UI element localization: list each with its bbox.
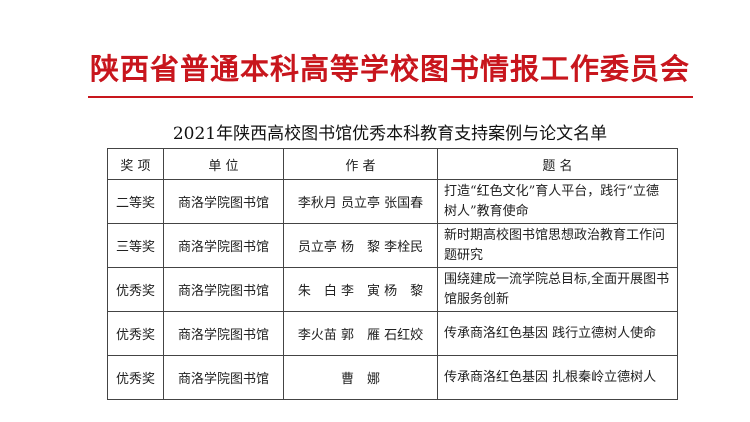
unit-cell: 商洛学院图书馆 — [163, 179, 284, 224]
unit-cell: 商洛学院图书馆 — [163, 311, 284, 356]
award-table: 奖 项 单 位 作 者 题 名 二等奖 商洛学院图书馆 李秋月 员立亭 张国春 … — [107, 148, 678, 400]
unit-cell: 商洛学院图书馆 — [163, 267, 284, 312]
title-cell: 传承商洛红色基因 践行立德树人使命 — [437, 311, 678, 356]
header-authors: 作 者 — [283, 148, 438, 180]
award-cell: 优秀奖 — [107, 355, 164, 400]
authors-cell: 曹 娜 — [283, 355, 438, 400]
header-title: 题 名 — [437, 148, 678, 180]
red-divider — [88, 96, 693, 98]
authors-cell: 员立亭 杨 黎 李栓民 — [283, 223, 438, 268]
organization-title: 陕西省普通本科高等学校图书情报工作委员会 — [89, 52, 690, 86]
table-row: 二等奖 商洛学院图书馆 李秋月 员立亭 张国春 打造“红色文化”育人平台，践行“… — [107, 179, 678, 224]
award-cell: 三等奖 — [107, 223, 164, 268]
authors-cell: 李秋月 员立亭 张国春 — [283, 179, 438, 224]
title-cell: 传承商洛红色基因 扎根秦岭立德树人 — [437, 355, 678, 400]
header-unit: 单 位 — [163, 148, 284, 180]
award-cell: 优秀奖 — [107, 311, 164, 356]
title-cell: 围绕建成一流学院总目标,全面开展图书馆服务创新 — [437, 267, 678, 312]
table-row: 优秀奖 商洛学院图书馆 曹 娜 传承商洛红色基因 扎根秦岭立德树人 — [107, 355, 678, 400]
award-cell: 优秀奖 — [107, 267, 164, 312]
award-cell: 二等奖 — [107, 179, 164, 224]
document-subtitle: 2021年陕西高校图书馆优秀本科教育支持案例与论文名单 — [172, 124, 608, 144]
table-row: 三等奖 商洛学院图书馆 员立亭 杨 黎 李栓民 新时期高校图书馆思想政治教育工作… — [107, 223, 678, 268]
unit-cell: 商洛学院图书馆 — [163, 223, 284, 268]
table-row: 优秀奖 商洛学院图书馆 朱 白 李 寅 杨 黎 围绕建成一流学院总目标,全面开展… — [107, 267, 678, 312]
table-row: 优秀奖 商洛学院图书馆 李火苗 郭 雁 石红姣 传承商洛红色基因 践行立德树人使… — [107, 311, 678, 356]
authors-cell: 李火苗 郭 雁 石红姣 — [283, 311, 438, 356]
table-header-row: 奖 项 单 位 作 者 题 名 — [107, 148, 678, 180]
title-cell: 新时期高校图书馆思想政治教育工作问题研究 — [437, 223, 678, 268]
header-award: 奖 项 — [107, 148, 164, 180]
unit-cell: 商洛学院图书馆 — [163, 355, 284, 400]
authors-cell: 朱 白 李 寅 杨 黎 — [283, 267, 438, 312]
title-cell: 打造“红色文化”育人平台，践行“立德树人”教育使命 — [437, 179, 678, 224]
